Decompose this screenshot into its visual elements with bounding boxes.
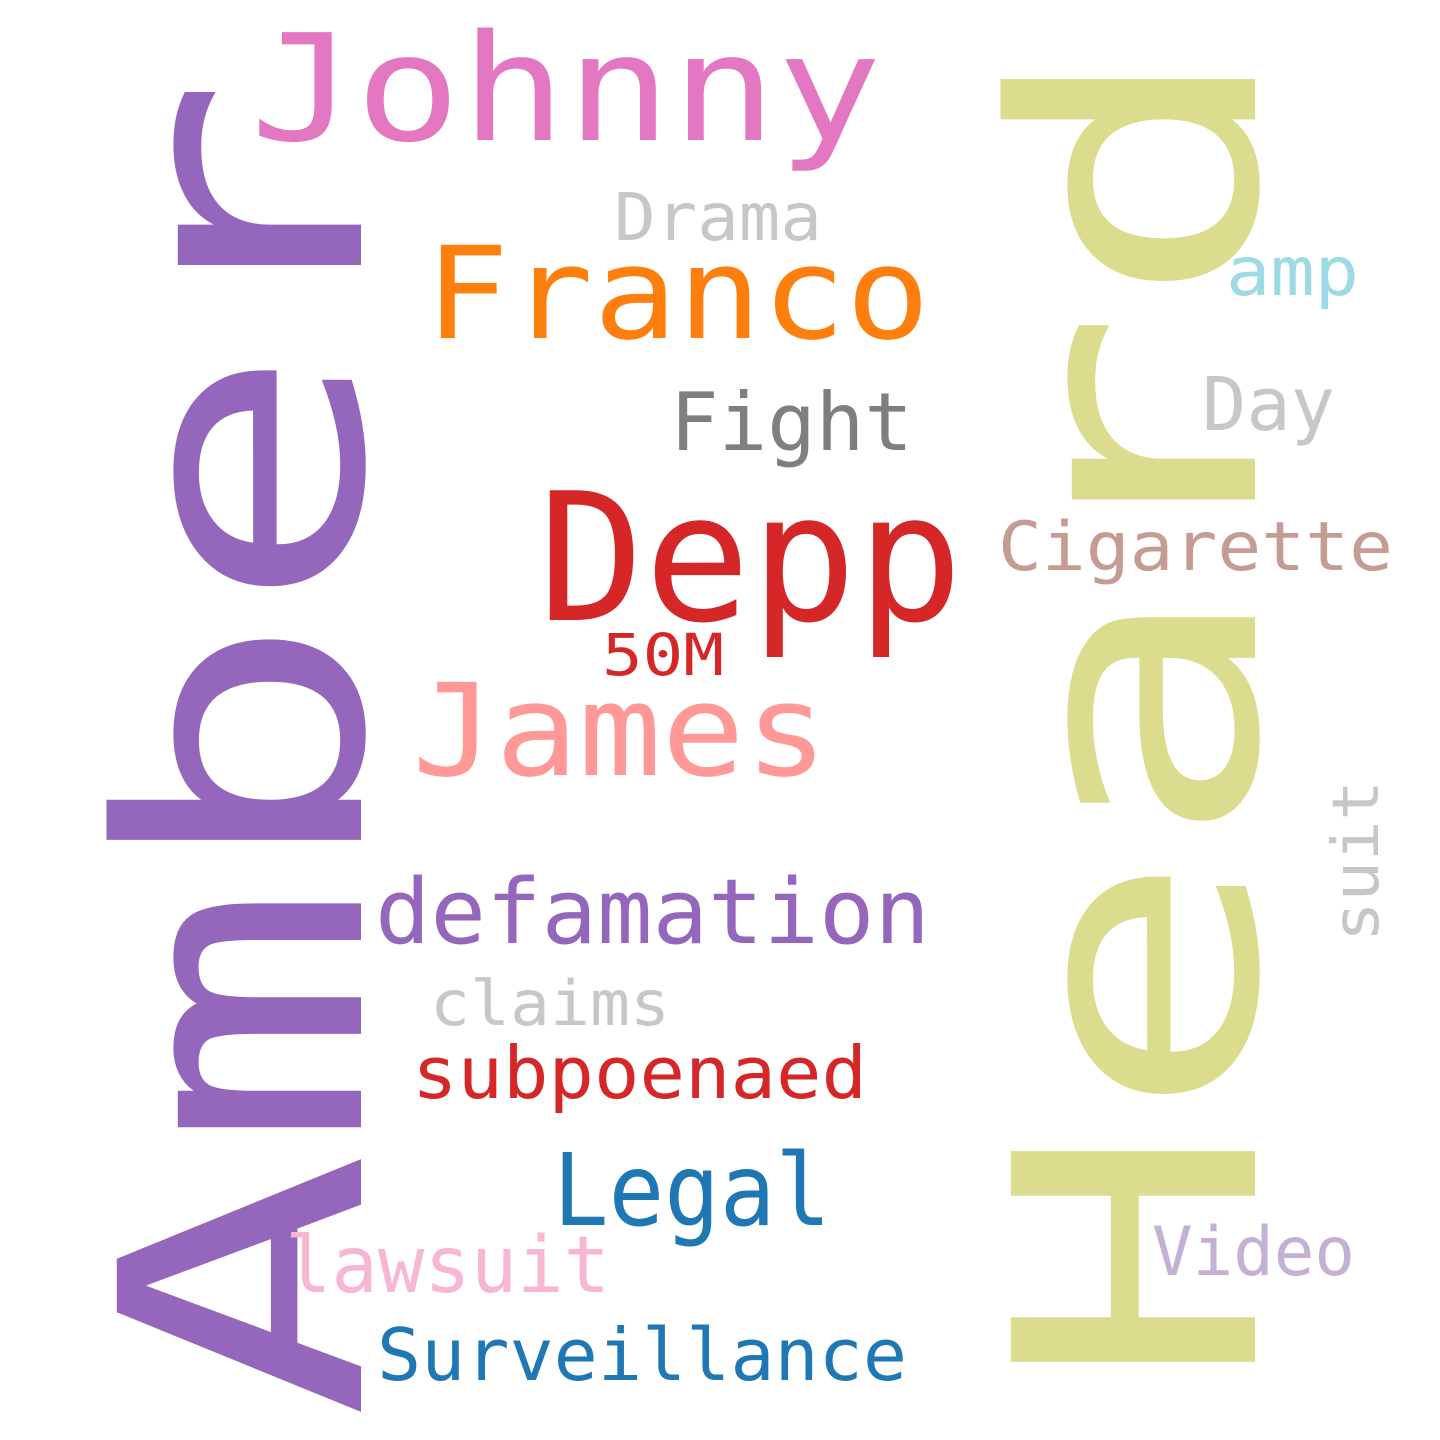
word-heard: Heard xyxy=(945,37,1335,1392)
word-drama: Drama xyxy=(614,179,822,256)
word-amp: amp xyxy=(1226,233,1359,312)
word-franco: Franco xyxy=(425,220,930,369)
word-50m: 50M xyxy=(602,621,724,689)
word-defamation: defamation xyxy=(375,860,930,965)
word-suit: suit xyxy=(1320,780,1394,942)
word-johnny: Johnny xyxy=(250,3,882,175)
word-video: Video xyxy=(1152,1213,1355,1292)
word-cigarette: Cigarette xyxy=(998,508,1393,587)
word-fight: Fight xyxy=(670,376,913,469)
word-day: Day xyxy=(1202,362,1335,448)
word-amber: Amber xyxy=(51,75,441,1420)
word-depp: Depp xyxy=(538,455,963,662)
word-claims: claims xyxy=(430,967,670,1040)
word-james: James xyxy=(412,657,828,806)
word-lawsuit: lawsuit xyxy=(285,1221,610,1311)
word-subpoenaed: subpoenaed xyxy=(412,1031,867,1115)
word-surveillance: Surveillance xyxy=(377,1313,907,1397)
word-legal: Legal xyxy=(553,1132,831,1249)
